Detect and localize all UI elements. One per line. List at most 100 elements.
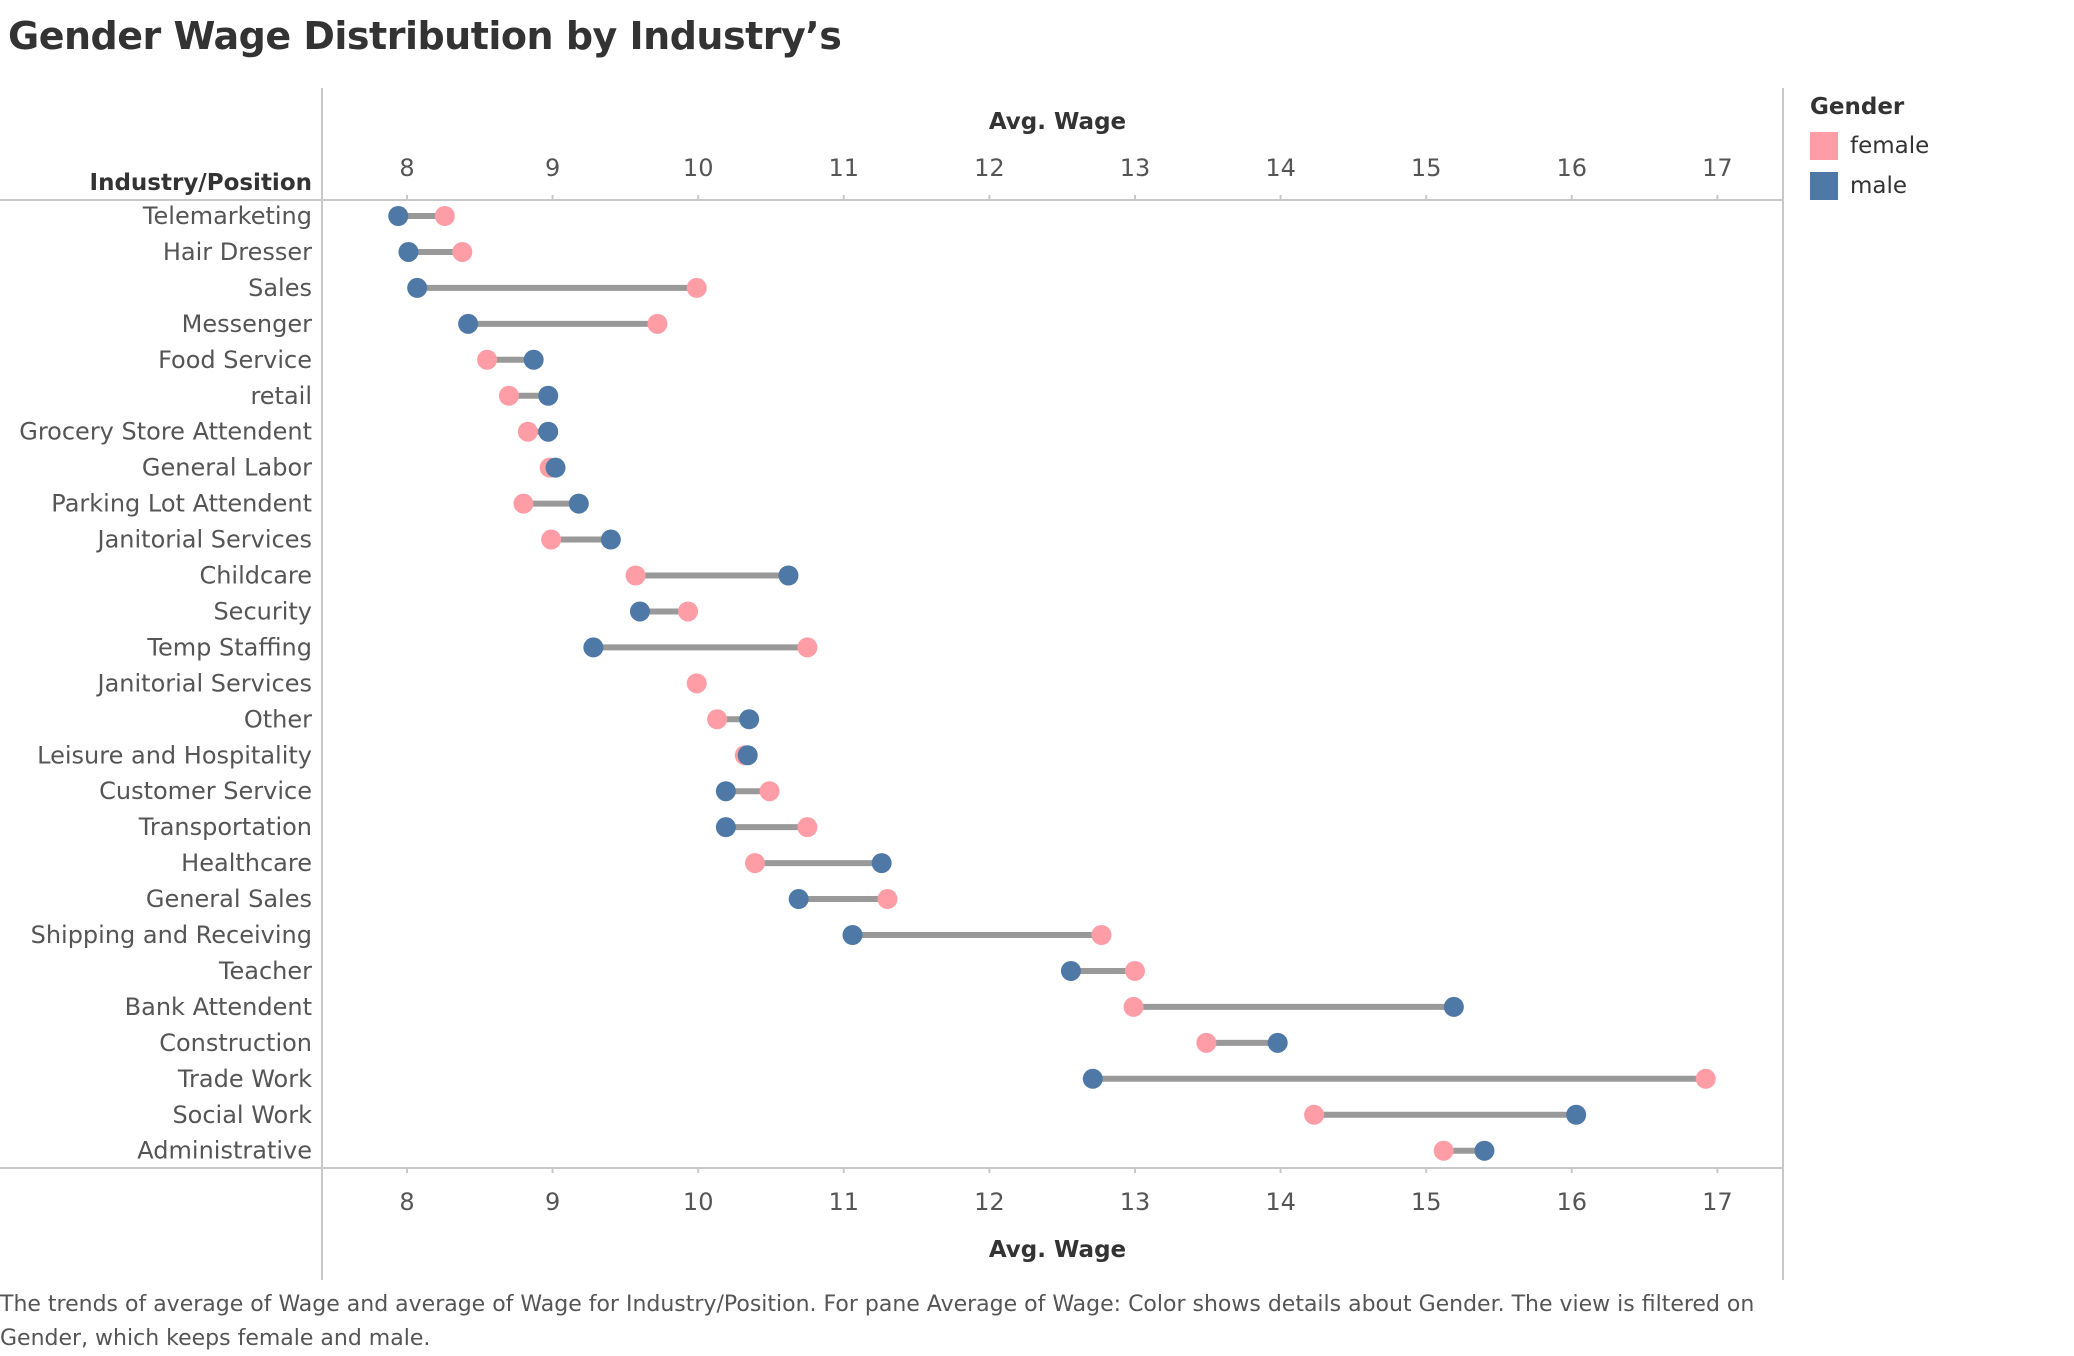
y-category-label: Teacher (218, 957, 312, 985)
legend-title: Gender (1810, 94, 1905, 120)
female-point (678, 601, 699, 622)
female-point (541, 529, 562, 550)
male-point (842, 925, 863, 945)
y-category-label: Construction (159, 1029, 312, 1057)
male-point (1060, 960, 1081, 981)
female-point (513, 493, 534, 514)
male-point (737, 745, 758, 766)
x-tick-label-top: 10 (683, 154, 714, 182)
y-category-label: General Labor (142, 454, 312, 482)
female-point (797, 817, 818, 838)
y-category-label: Security (213, 597, 312, 625)
x-axis-title-top: Avg. Wage (989, 109, 1126, 135)
y-category-label: Social Work (172, 1101, 312, 1129)
male-point (715, 817, 736, 838)
y-category-label: Administrative (137, 1137, 312, 1165)
male-point (1474, 1140, 1495, 1161)
legend-swatch-female (1810, 132, 1838, 160)
male-point (538, 421, 559, 442)
x-tick-label-top: 17 (1702, 154, 1733, 182)
y-category-label: Healthcare (181, 849, 312, 877)
female-point (1196, 1032, 1217, 1053)
male-point (739, 709, 760, 730)
male-point (583, 637, 604, 658)
female-point (477, 349, 498, 370)
female-point (797, 637, 818, 658)
y-category-label: General Sales (146, 885, 312, 913)
male-point (1267, 1032, 1288, 1053)
chart-svg: Avg. Wage Avg. Wage Industry/Position 8 8 9 9 1… (0, 88, 1784, 1280)
male-point (871, 853, 892, 874)
female-point (452, 241, 473, 262)
male-point (538, 385, 559, 406)
female-point (1123, 996, 1144, 1017)
legend-item-male[interactable]: male (1810, 166, 1929, 206)
x-tick-label-bottom: 16 (1557, 1188, 1588, 1216)
male-point (1566, 1104, 1587, 1125)
y-category-label: Janitorial Services (96, 669, 313, 697)
male-point (629, 601, 650, 622)
y-category-label: Customer Service (99, 777, 312, 805)
x-tick-label-top: 16 (1557, 154, 1588, 182)
male-point (1082, 1068, 1103, 1089)
y-axis-title: Industry/Position (90, 170, 312, 196)
male-point (715, 781, 736, 802)
y-category-label: retail (250, 382, 312, 410)
x-tick-label-top: 9 (545, 154, 560, 182)
male-point (545, 457, 566, 478)
x-tick-label-bottom: 8 (399, 1188, 414, 1216)
female-point (1695, 1068, 1716, 1089)
y-category-label: Shipping and Receiving (31, 921, 312, 949)
female-point (877, 889, 898, 910)
female-point (759, 781, 780, 802)
male-point (568, 493, 589, 514)
y-category-label: Grocery Store Attendent (19, 418, 312, 446)
legend-label-female: female (1850, 133, 1930, 159)
female-point (647, 313, 668, 334)
female-point (625, 565, 646, 586)
male-point (388, 206, 409, 226)
x-axis-title-bottom: Avg. Wage (989, 1237, 1126, 1263)
legend: Gender female male (1810, 94, 1929, 206)
male-point (778, 565, 799, 586)
y-category-label: Childcare (199, 562, 312, 590)
female-point (434, 206, 455, 226)
y-category-label: Transportation (138, 813, 312, 841)
y-category-label: Leisure and Hospitality (37, 741, 312, 769)
y-category-label: Sales (248, 274, 312, 302)
male-point (407, 277, 428, 298)
y-category-label: Temp Staffing (146, 633, 312, 661)
y-category-label: Hair Dresser (163, 238, 312, 266)
y-category-label: Bank Attendent (125, 993, 312, 1021)
female-point (1433, 1140, 1454, 1161)
male-point (1443, 996, 1464, 1017)
female-point (498, 385, 519, 406)
female-point (686, 277, 707, 298)
female-point (686, 673, 707, 694)
female-point (1125, 960, 1145, 981)
legend-item-female[interactable]: female (1810, 126, 1929, 166)
x-tick-label-top: 8 (399, 154, 414, 182)
female-point (744, 853, 765, 874)
y-category-label: Messenger (182, 310, 312, 338)
chart-caption: The trends of average of Wage and averag… (0, 1292, 1755, 1351)
y-category-label: Janitorial Services (96, 526, 313, 554)
x-tick-label-bottom: 15 (1411, 1188, 1442, 1216)
male-point (523, 349, 544, 370)
y-category-label: Telemarketing (142, 202, 312, 230)
x-tick-label-top: 15 (1411, 154, 1442, 182)
male-point (788, 889, 809, 910)
x-tick-label-bottom: 10 (683, 1188, 714, 1216)
x-tick-label-top: 14 (1265, 154, 1296, 182)
x-tick-label-top: 11 (829, 154, 860, 182)
x-tick-label-bottom: 9 (545, 1188, 560, 1216)
female-point (517, 421, 538, 442)
x-tick-label-bottom: 14 (1265, 1188, 1296, 1216)
x-tick-label-bottom: 17 (1702, 1188, 1733, 1216)
legend-swatch-male (1810, 172, 1838, 200)
y-category-label: Food Service (158, 346, 312, 374)
x-tick-label-top: 12 (974, 154, 1005, 182)
female-point (1304, 1104, 1325, 1125)
y-category-label: Parking Lot Attendent (51, 490, 312, 518)
x-tick-label-bottom: 12 (974, 1188, 1005, 1216)
